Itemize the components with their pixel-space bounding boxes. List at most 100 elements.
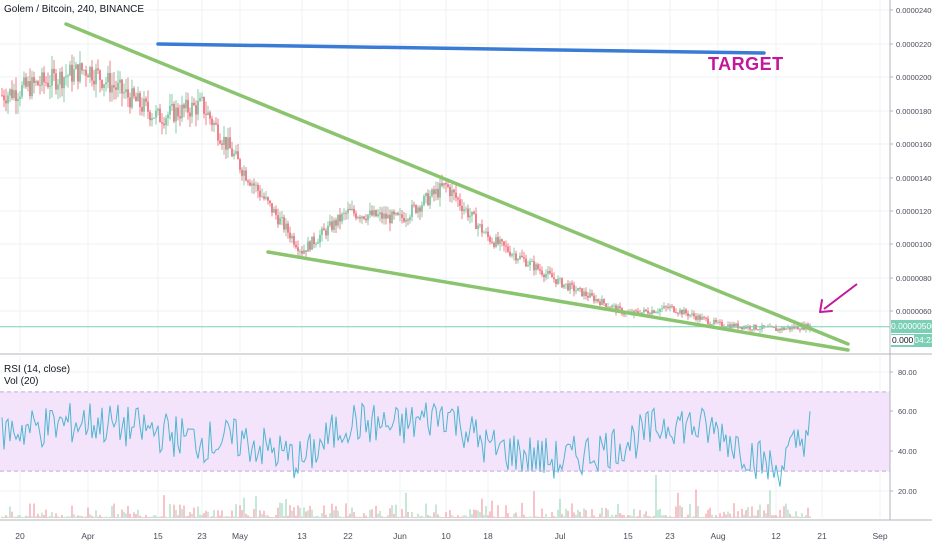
candle-body — [435, 188, 437, 195]
candle-body — [713, 319, 715, 325]
volume-bar — [423, 516, 425, 518]
volume-bar — [433, 512, 435, 518]
volume-bar — [363, 513, 365, 518]
volume-bar — [337, 510, 339, 518]
candle-body — [255, 184, 257, 186]
candle-body — [505, 245, 507, 247]
candle-body — [745, 326, 747, 329]
candle-body — [687, 313, 689, 317]
candle-body — [421, 205, 423, 212]
volume-bar — [303, 507, 305, 518]
volume-bar — [231, 510, 233, 518]
countdown-value: 04:23 — [914, 335, 932, 345]
candle-body — [781, 327, 783, 331]
candle-body — [251, 183, 253, 186]
rsi-series-line — [1, 402, 811, 487]
candle-body — [619, 306, 621, 309]
candle-body — [357, 217, 359, 219]
candle-body — [175, 107, 177, 122]
volume-bar — [27, 516, 29, 518]
volume-bar — [15, 516, 17, 518]
volume-bar — [699, 517, 701, 518]
candle-body — [467, 208, 469, 218]
volume-bar — [365, 515, 367, 518]
volume-bar — [289, 505, 291, 518]
volume-bar — [593, 515, 595, 518]
candle-body — [415, 205, 417, 213]
volume-bar — [789, 513, 791, 518]
candle-body — [213, 122, 215, 126]
candle-body — [375, 210, 377, 217]
rsi-legend[interactable]: RSI (14, close) — [4, 364, 71, 375]
x-tick-label: 18 — [483, 531, 493, 541]
candle-body — [589, 293, 591, 298]
candle-body — [593, 295, 595, 302]
candle-body — [719, 321, 721, 323]
volume-bar — [271, 516, 273, 518]
candle-body — [459, 199, 461, 206]
volume-bar — [435, 504, 437, 518]
volume-bar — [605, 508, 607, 518]
volume-bar — [513, 513, 515, 518]
countdown-prefix: 0.000 — [891, 335, 915, 345]
volume-bar — [641, 516, 643, 518]
volume-bar — [205, 510, 207, 518]
candle-body — [299, 250, 301, 252]
volume-bar — [779, 509, 781, 518]
volume-bar — [651, 516, 653, 518]
volume-bar — [211, 516, 213, 518]
candle-body — [549, 270, 551, 274]
volume-bar — [403, 516, 405, 518]
volume-bar — [281, 503, 283, 518]
candle-body — [603, 299, 605, 304]
candle-body — [545, 274, 547, 278]
y-tick-label: 0.00002400 — [896, 6, 932, 15]
candle-body — [133, 88, 135, 97]
volume-bar — [589, 516, 591, 518]
candle-body — [517, 258, 519, 261]
candle-body — [397, 212, 399, 215]
vol-legend[interactable]: Vol (20) — [4, 376, 39, 387]
volume-bar — [397, 516, 399, 518]
candle-body — [167, 114, 169, 119]
candle-body — [215, 122, 217, 125]
volume-bar — [763, 510, 765, 518]
x-tick-label: 15 — [623, 531, 633, 541]
candle-body — [265, 197, 267, 199]
candle-body — [581, 288, 583, 297]
volume-bar — [579, 511, 581, 518]
candle-body — [501, 239, 503, 242]
volume-bar — [81, 516, 83, 518]
candle-body — [217, 124, 219, 141]
candle-body — [489, 236, 491, 242]
x-tick-label: 15 — [153, 531, 163, 541]
volume-bar — [543, 516, 545, 518]
candle-body — [431, 189, 433, 197]
symbol-title[interactable]: Golem / Bitcoin, 240, BINANCE — [4, 4, 145, 15]
volume-bar — [387, 515, 389, 518]
volume-bar — [731, 516, 733, 518]
volume-bar — [627, 515, 629, 518]
volume-bar — [237, 516, 239, 518]
candle-body — [211, 118, 213, 126]
candle-body — [413, 204, 415, 206]
candle-body — [663, 306, 665, 309]
volume-bar — [719, 513, 721, 518]
volume-bar — [551, 512, 553, 518]
volume-bar — [697, 506, 699, 518]
candle-body — [785, 328, 787, 330]
candle-body — [645, 309, 647, 311]
volume-bar — [309, 505, 311, 518]
candle-body — [385, 213, 387, 219]
volume-bar — [411, 512, 413, 518]
volume-bar — [533, 491, 535, 518]
volume-bar — [349, 513, 351, 518]
candle-body — [343, 212, 345, 214]
candle-body — [793, 326, 795, 329]
candle-body — [635, 310, 637, 312]
candle-body — [117, 82, 119, 90]
volume-bar — [725, 514, 727, 518]
volume-bar — [251, 516, 253, 518]
candle-body — [237, 151, 239, 160]
volume-bar — [643, 514, 645, 518]
